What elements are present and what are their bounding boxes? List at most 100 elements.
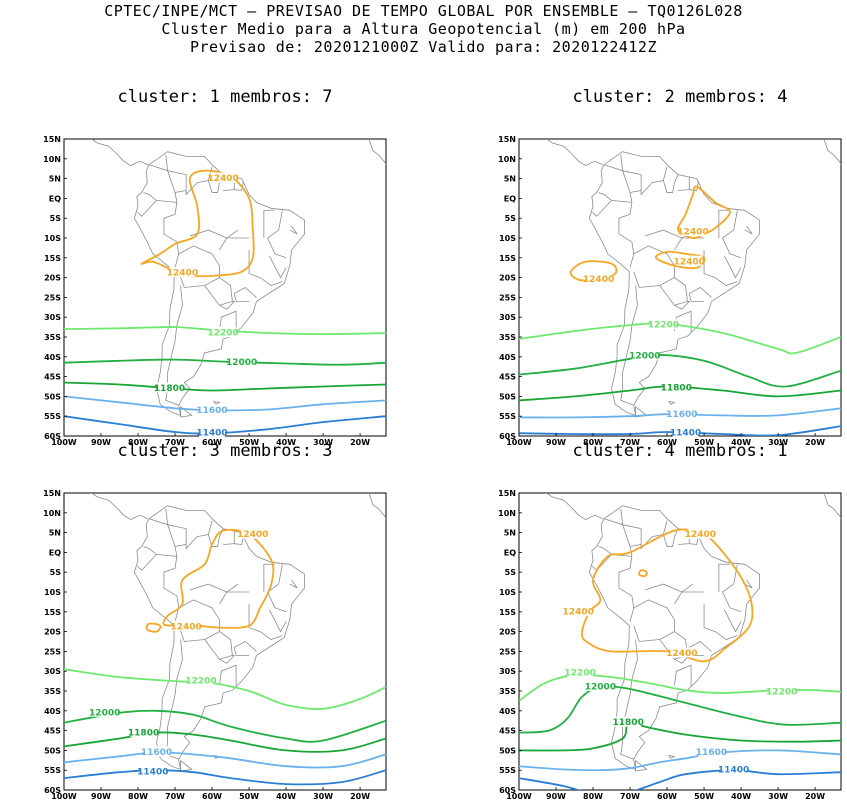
contour-label: 11800: [613, 718, 644, 728]
lat-tick-label: 10N: [43, 509, 61, 518]
lat-tick-label: 10S: [499, 588, 516, 597]
contour-label: 12000: [89, 708, 120, 718]
country-border: [604, 518, 642, 545]
lat-tick-label: 60S: [44, 786, 61, 795]
contour-label-bg: [587, 681, 614, 692]
lat-tick-label: 10S: [44, 588, 61, 597]
contour-label-bg: [720, 764, 747, 775]
south-america-coastline: [133, 151, 305, 417]
contour-label: 12200: [207, 329, 238, 339]
lat-tick-label: 5S: [50, 214, 62, 223]
country-border: [722, 210, 742, 259]
lat-tick-label: 20S: [499, 628, 516, 637]
lat-tick-label: 5S: [50, 568, 62, 577]
contour-label-bg: [687, 528, 714, 539]
country-border: [644, 583, 705, 593]
country-border: [674, 664, 692, 686]
contour-label: 12200: [766, 687, 797, 697]
lat-tick-label: 25S: [499, 647, 516, 656]
height-contour: [64, 769, 386, 786]
lat-tick-label: 40S: [499, 353, 516, 362]
lat-tick-label: 60S: [44, 432, 61, 441]
tierra-del-fuego: [635, 759, 648, 772]
lat-tick-label: 60S: [499, 432, 516, 441]
lat-tick-label: 55S: [499, 412, 516, 421]
country-border: [662, 174, 679, 193]
header-line-2: Cluster Medio para a Altura Geopotencial…: [161, 20, 686, 38]
central-america-coastline: [64, 493, 148, 520]
lon-tick-label: 90W: [546, 438, 566, 447]
africa-coastline: [368, 494, 386, 519]
lon-tick-label: 40W: [276, 792, 296, 801]
africa-coastline: [823, 140, 841, 165]
lon-tick-label: 60W: [657, 792, 677, 801]
country-border: [744, 579, 753, 589]
lat-tick-label: 35S: [44, 687, 61, 696]
country-border: [633, 599, 675, 642]
country-border: [604, 164, 642, 191]
contour-label-bg: [631, 350, 658, 361]
lon-tick-label: 50W: [694, 438, 714, 447]
caribbean-island: [641, 126, 646, 127]
caribbean-island: [120, 461, 157, 471]
contour-label: 11600: [696, 748, 727, 758]
country-border: [189, 229, 250, 239]
height-contour: [64, 381, 386, 392]
lat-tick-label: 50S: [44, 392, 61, 401]
contour-label-bg: [199, 404, 226, 415]
country-border: [722, 564, 742, 613]
cluster-panel-1: cluster: 1 membros: 7 15N 10N 5N EQ 5S 10S 15S…: [0, 87, 387, 458]
height-contour: [64, 751, 386, 769]
lat-tick-label: 45S: [44, 373, 61, 382]
country-border: [703, 249, 738, 286]
land-outline: [519, 493, 841, 790]
contour-label: 12000: [226, 358, 257, 368]
lat-tick-label: 25S: [44, 647, 61, 656]
contour-label: 12400: [167, 268, 198, 278]
contour-label: 12400: [583, 275, 614, 285]
contour-label: 11400: [670, 429, 701, 439]
caribbean-island: [575, 107, 612, 117]
map-frame: [63, 492, 387, 791]
height-contour: [654, 250, 706, 270]
lat-tick-label: EQ: [504, 548, 516, 557]
caribbean-island: [164, 474, 181, 480]
country-border: [204, 631, 233, 660]
contour-label-bg: [768, 685, 795, 696]
lon-tick-label: 30W: [768, 438, 788, 447]
south-america-coastline: [588, 505, 760, 771]
lat-tick-label: 30S: [499, 667, 516, 676]
contour-label: 11600: [666, 410, 697, 420]
country-border: [178, 245, 220, 288]
map-plot: 15N 10N 5N EQ 5S 10S 15S 20S 25S 30S 35S 40S 45S 50S 5…: [43, 474, 387, 801]
tierra-del-fuego: [180, 405, 193, 418]
lat-tick-label: 50S: [499, 746, 516, 755]
contour-label-bg: [615, 716, 642, 727]
contour-label-bg: [130, 726, 157, 737]
country-border: [718, 209, 730, 238]
country-border: [659, 277, 688, 306]
height-contour: [145, 622, 162, 633]
contour-label: 12400: [563, 607, 594, 617]
caribbean-island: [186, 480, 191, 481]
contour-label: 12000: [585, 683, 616, 693]
lon-tick-label: 20W: [350, 792, 370, 801]
country-border: [233, 641, 257, 656]
lat-tick-label: 10N: [498, 155, 516, 164]
caribbean-island: [120, 107, 157, 117]
cluster-panel-2: cluster: 2 membros: 4 15N 10N 5N EQ 5S 10S 15S…: [455, 87, 842, 458]
contour-label: 12000: [629, 352, 660, 362]
contour-label: 12400: [170, 622, 201, 632]
map-frame: [518, 492, 842, 791]
country-border: [724, 609, 742, 633]
lon-tick-label: 80W: [128, 792, 148, 801]
country-border: [219, 300, 236, 310]
country-border: [137, 554, 157, 571]
country-border: [137, 200, 157, 217]
contour-label-bg: [679, 226, 706, 237]
country-border: [248, 603, 283, 640]
contour-label-bg: [143, 746, 170, 757]
lon-tick-label: 70W: [620, 438, 640, 447]
country-border: [269, 609, 287, 633]
lat-tick-label: 10N: [43, 155, 61, 164]
